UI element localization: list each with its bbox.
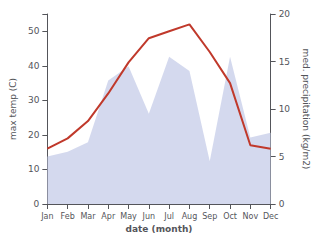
svg-text:Aug: Aug (182, 212, 198, 221)
svg-text:5: 5 (279, 152, 285, 162)
svg-text:Oct: Oct (223, 212, 237, 221)
svg-text:15: 15 (279, 57, 290, 67)
svg-text:0: 0 (279, 199, 285, 209)
svg-text:Mar: Mar (80, 212, 96, 221)
svg-text:Sep: Sep (202, 212, 217, 221)
svg-text:Jun: Jun (142, 212, 156, 221)
svg-text:date (month): date (month) (126, 224, 193, 234)
svg-text:50: 50 (28, 26, 40, 36)
svg-text:10: 10 (279, 104, 291, 114)
svg-text:Jan: Jan (40, 212, 53, 221)
svg-text:May: May (120, 212, 137, 221)
svg-text:20: 20 (279, 9, 291, 19)
svg-text:med. precipitation (kg/m2): med. precipitation (kg/m2) (301, 49, 311, 170)
svg-text:10: 10 (28, 164, 40, 174)
svg-text:Nov: Nov (243, 212, 259, 221)
svg-text:Dec: Dec (263, 212, 278, 221)
svg-text:max temp (C): max temp (C) (8, 78, 18, 140)
svg-text:Jul: Jul (163, 212, 174, 221)
svg-text:30: 30 (28, 95, 40, 105)
svg-text:Apr: Apr (101, 212, 116, 221)
svg-text:40: 40 (28, 61, 40, 71)
svg-text:20: 20 (28, 130, 40, 140)
svg-text:0: 0 (34, 199, 40, 209)
svg-text:Feb: Feb (61, 212, 75, 221)
